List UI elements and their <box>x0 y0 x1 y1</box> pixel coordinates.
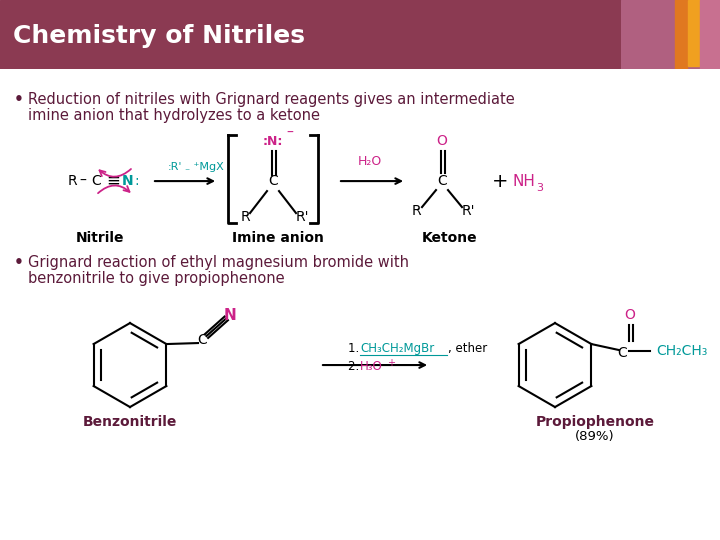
Text: Ketone: Ketone <box>422 231 478 245</box>
Text: :: : <box>135 174 139 188</box>
Bar <box>700 0 720 69</box>
Text: C: C <box>437 174 447 188</box>
Text: O: O <box>624 308 636 322</box>
Text: C: C <box>617 346 627 360</box>
Text: ⁺MgX: ⁺MgX <box>190 162 224 172</box>
Text: C: C <box>91 174 101 188</box>
Text: benzonitrile to give propiophenone: benzonitrile to give propiophenone <box>28 271 284 286</box>
Text: Nitrile: Nitrile <box>76 231 125 245</box>
Text: H₃O: H₃O <box>360 360 383 373</box>
Text: (89%): (89%) <box>575 429 615 442</box>
Text: •: • <box>14 92 24 107</box>
Text: imine anion that hydrolyzes to a ketone: imine anion that hydrolyzes to a ketone <box>28 108 320 123</box>
Text: CH₂CH₃: CH₂CH₃ <box>656 344 707 358</box>
Text: •: • <box>14 255 24 270</box>
Text: 3: 3 <box>536 183 544 193</box>
Text: R: R <box>240 210 250 224</box>
Text: N: N <box>122 174 134 188</box>
Text: Chemistry of Nitriles: Chemistry of Nitriles <box>13 24 305 48</box>
Text: R: R <box>67 174 77 188</box>
Text: –: – <box>80 174 86 188</box>
Text: R': R' <box>462 204 474 218</box>
Text: C: C <box>197 333 207 347</box>
Text: –: – <box>287 126 294 140</box>
Text: O: O <box>436 134 447 148</box>
Text: Reduction of nitriles with Grignard reagents gives an intermediate: Reduction of nitriles with Grignard reag… <box>28 92 515 107</box>
Text: +: + <box>492 172 508 191</box>
Bar <box>675 0 687 69</box>
Bar <box>688 0 700 66</box>
Text: ≡: ≡ <box>106 172 120 190</box>
Text: CH₃CH₂MgBr: CH₃CH₂MgBr <box>360 341 434 355</box>
Text: , ether: , ether <box>448 341 487 355</box>
Text: Benzonitrile: Benzonitrile <box>83 415 177 429</box>
Text: 1.: 1. <box>348 341 363 355</box>
Text: 2.: 2. <box>348 360 363 373</box>
Text: C: C <box>268 174 278 188</box>
Text: +: + <box>387 358 395 368</box>
Text: H₂O: H₂O <box>358 154 382 167</box>
Text: ⁻: ⁻ <box>184 167 189 177</box>
Text: :R': :R' <box>168 162 182 172</box>
Text: :N:: :N: <box>263 134 283 147</box>
Text: Grignard reaction of ethyl magnesium bromide with: Grignard reaction of ethyl magnesium bro… <box>28 255 409 270</box>
Text: R': R' <box>295 210 309 224</box>
Text: Imine anion: Imine anion <box>232 231 324 245</box>
Text: R: R <box>411 204 420 218</box>
Text: N: N <box>224 308 236 322</box>
Text: Propiophenone: Propiophenone <box>536 415 654 429</box>
Text: NH: NH <box>513 173 536 188</box>
